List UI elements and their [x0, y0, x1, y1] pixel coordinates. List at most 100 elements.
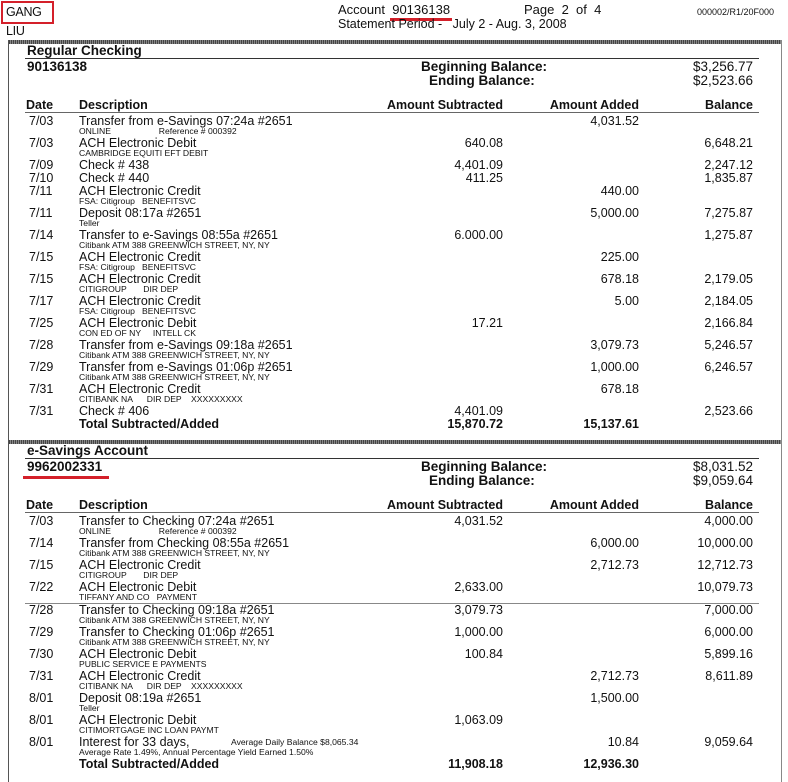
transaction-row: 7/31 ACH Electronic Credit CITIBANK NA DIR… — [9, 670, 781, 692]
transaction-row: 8/01 Interest for 33 days, Average Rate 1.… — [9, 736, 781, 758]
cell-date: 7/25 — [29, 316, 54, 330]
section-account-number: 90136138 — [27, 59, 88, 74]
ending-balance: $9,059.64 — [692, 473, 753, 488]
total-row: Total Subtracted/Added 15,870.72 15,137.61 — [9, 418, 781, 440]
cell-sub: ONLINE Reference # 000392 — [79, 126, 237, 136]
cell-added: 5.00 — [614, 294, 639, 308]
beginning-balance-label: Beginning Balance: — [421, 59, 548, 74]
transaction-row: 7/11 ACH Electronic Credit FSA: Citigroup … — [9, 185, 781, 207]
cell-sub: FSA: Citigroup BENEFITSVC — [79, 306, 197, 316]
cell-sub: CITIMORTGAGE INC LOAN PAYMT — [79, 725, 219, 735]
transaction-row: 7/31 Check # 406 4,401.09 2,523.66 — [9, 405, 781, 418]
cell-desc: ACH Electronic Credit — [79, 558, 201, 572]
cell-date: 7/09 — [29, 158, 54, 172]
cell-date: 7/28 — [29, 338, 54, 352]
transaction-row: 7/15 ACH Electronic Credit CITIGROUP DIR D… — [9, 273, 781, 295]
ending-balance-label: Ending Balance: — [429, 73, 535, 88]
statement-period: Statement Period - July 2 - Aug. 3, 2008 — [338, 17, 567, 31]
row-divider — [25, 603, 759, 604]
cell-desc: Deposit 08:17a #2651 — [79, 206, 202, 220]
cell-balance: 1,275.87 — [704, 228, 753, 242]
cell-date: 7/15 — [29, 272, 54, 286]
cell-desc-note: Average Daily Balance $8,065.34 — [231, 737, 359, 747]
cell-sub: Average Rate 1.49%, Annual Percentage Yi… — [79, 747, 314, 757]
transaction-row: 7/03 ACH Electronic Debit CAMBRIDGE EQUITI… — [9, 137, 781, 159]
cell-desc: ACH Electronic Debit — [79, 580, 197, 594]
cell-sub: CITIBANK NA DIR DEP XXXXXXXXX — [79, 681, 243, 691]
cell-desc: Transfer to Checking 09:18a #2651 — [79, 603, 275, 617]
cell-balance: 2,166.84 — [704, 316, 753, 330]
col-subtracted: Amount Subtracted — [387, 498, 503, 512]
cell-balance: 4,000.00 — [704, 514, 753, 528]
cell-date: 8/01 — [29, 691, 54, 705]
cell-balance: 6,246.57 — [704, 360, 753, 374]
cell-sub: Citibank ATM 388 GREENWICH STREET, NY, N… — [79, 372, 270, 382]
beginning-balance-label: Beginning Balance: — [421, 459, 548, 474]
ending-balance-label: Ending Balance: — [429, 473, 535, 488]
transaction-row: 7/28 Transfer from e-Savings 09:18a #2651… — [9, 339, 781, 361]
cell-balance: 7,275.87 — [704, 206, 753, 220]
cell-date: 7/11 — [29, 184, 53, 198]
cell-desc: ACH Electronic Debit — [79, 647, 197, 661]
transaction-row: 7/22 ACH Electronic Debit TIFFANY AND CO P… — [9, 581, 781, 603]
account-label: Account — [338, 2, 385, 17]
cell-sub: Teller — [79, 703, 100, 713]
cell-desc: ACH Electronic Credit — [79, 294, 201, 308]
beginning-balance: $3,256.77 — [692, 59, 753, 74]
cell-balance: 12,712.73 — [697, 558, 753, 572]
cell-subtracted: 17.21 — [471, 316, 503, 330]
cell-date: 7/31 — [29, 669, 54, 683]
cell-desc: ACH Electronic Debit — [79, 713, 197, 727]
section-title: Regular Checking — [27, 43, 142, 58]
col-balance: Balance — [705, 498, 753, 512]
cell-sub: CON ED OF NY INTELL CK — [79, 328, 196, 338]
section-band — [9, 440, 781, 444]
page-indicator: Page 2 of 4 — [524, 2, 602, 17]
cell-balance: 1,835.87 — [704, 171, 753, 185]
cell-subtracted: 6.000.00 — [454, 228, 503, 242]
cell-added: 440.00 — [600, 184, 639, 198]
cell-added: 2,712.73 — [590, 669, 639, 683]
transaction-row: 7/15 ACH Electronic Credit CITIGROUP DIR D… — [9, 559, 781, 581]
cell-desc: Transfer from e-Savings 09:18a #2651 — [79, 338, 293, 352]
total-row: Total Subtracted/Added 11,908.18 12,936.30 — [9, 758, 781, 780]
col-added: Amount Added — [549, 98, 639, 112]
account-highlight — [23, 476, 109, 479]
cell-subtracted: 4,401.09 — [454, 158, 503, 172]
cell-balance: 9,059.64 — [704, 735, 753, 749]
cell-added: 3,079.73 — [590, 338, 639, 352]
cell-desc: ACH Electronic Debit — [79, 136, 197, 150]
cell-added: 4,031.52 — [590, 114, 639, 128]
cell-date: 7/29 — [29, 625, 54, 639]
savings-section: e-Savings Account 9962002331 Beginning B… — [8, 440, 782, 782]
cell-balance: 2,179.05 — [704, 272, 753, 286]
transaction-row: 7/31 ACH Electronic Credit CITIBANK NA DIR… — [9, 383, 781, 405]
ending-balance: $2,523.66 — [692, 73, 753, 88]
cell-date: 7/31 — [29, 404, 54, 418]
transaction-row: 8/01 ACH Electronic Debit CITIMORTGAGE INC… — [9, 714, 781, 736]
cell-subtracted: 3,079.73 — [454, 603, 503, 617]
section-band — [9, 40, 781, 44]
transaction-row: 7/28 Transfer to Checking 09:18a #2651 Cit… — [9, 604, 781, 626]
total-added: 12,936.30 — [583, 757, 639, 771]
cell-date: 7/31 — [29, 382, 54, 396]
cell-date: 7/28 — [29, 603, 54, 617]
transaction-row: 7/03 Transfer from e-Savings 07:24a #2651… — [9, 115, 781, 137]
customer-name: GANG LIU — [1, 1, 54, 38]
section-account-number: 9962002331 — [27, 459, 103, 474]
cell-added: 225.00 — [600, 250, 639, 264]
cell-date: 8/01 — [29, 713, 54, 727]
column-headers: Date Description Amount Subtracted Amoun… — [9, 99, 781, 112]
cell-balance: 2,247.12 — [704, 158, 753, 172]
cell-date: 7/15 — [29, 250, 54, 264]
cell-sub: Citibank ATM 388 GREENWICH STREET, NY, N… — [79, 240, 270, 250]
transaction-row: 7/25 ACH Electronic Debit CON ED OF NY INT… — [9, 317, 781, 339]
transaction-row: 7/30 ACH Electronic Debit PUBLIC SERVICE E… — [9, 648, 781, 670]
cell-added: 10.84 — [607, 735, 639, 749]
transaction-row: 8/01 Deposit 08:19a #2651 Teller 1,500.00 — [9, 692, 781, 714]
col-date: Date — [26, 498, 54, 512]
cell-desc: Transfer from e-Savings 01:06p #2651 — [79, 360, 293, 374]
cell-sub: FSA: Citigroup BENEFITSVC — [79, 262, 197, 272]
account-line: Account 90136138 — [338, 3, 450, 16]
cell-subtracted: 100.84 — [464, 647, 503, 661]
